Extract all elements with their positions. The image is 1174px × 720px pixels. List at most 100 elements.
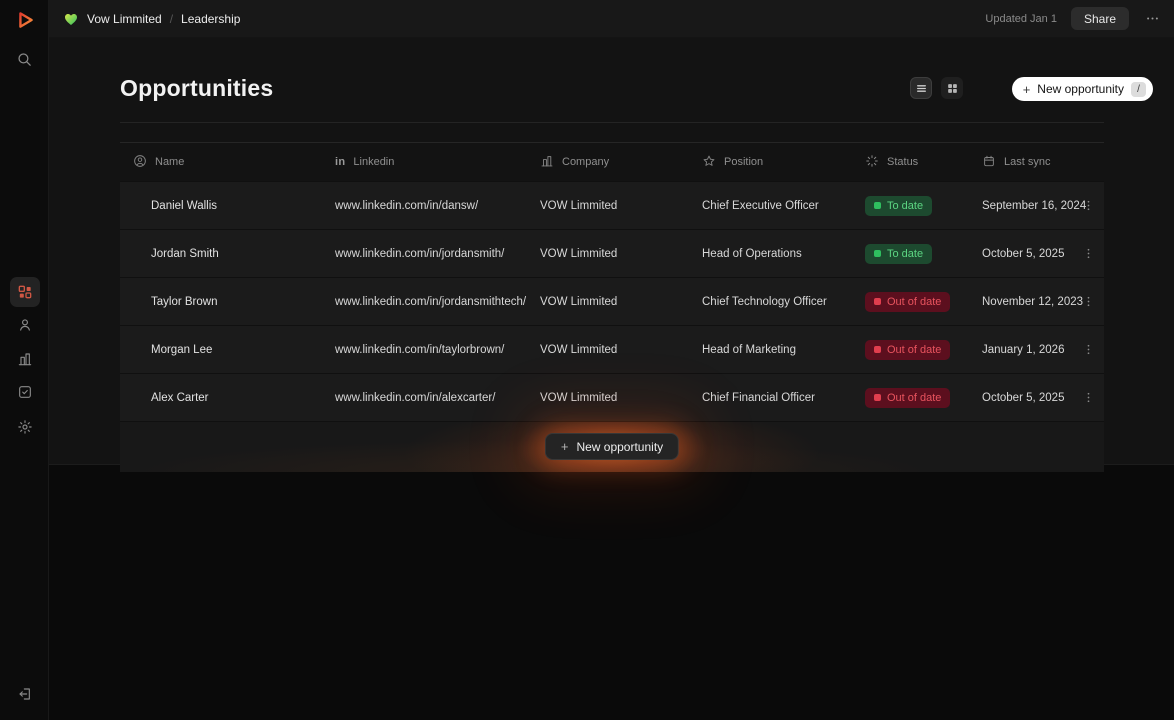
column-label: Name (155, 156, 185, 168)
share-button[interactable]: Share (1070, 7, 1129, 30)
breadcrumb-separator: / (169, 11, 174, 26)
plus-icon: + (560, 439, 569, 454)
cell-company: VOW Limmited (540, 391, 618, 404)
cell-company: VOW Limmited (540, 247, 618, 260)
table-row[interactable]: Jordan Smith www.linkedin.com/in/jordans… (120, 229, 1104, 277)
sidebar-item-settings[interactable] (10, 412, 40, 442)
cell-company: VOW Limmited (540, 199, 618, 212)
cell-linkedin: www.linkedin.com/in/taylorbrown/ (335, 343, 505, 356)
column-label: Company (562, 156, 610, 168)
column-header-name[interactable]: Name (133, 143, 184, 181)
status-badge: Out of date (865, 387, 951, 408)
cell-name: Alex Carter (151, 391, 209, 404)
cell-name: Taylor Brown (151, 295, 218, 308)
column-label: Linkedin (353, 156, 395, 168)
row-menu-icon[interactable] (1078, 230, 1098, 277)
shortcut-key-badge: / (1131, 81, 1146, 97)
table-row[interactable]: Alex Carter www.linkedin.com/in/alexcart… (120, 373, 1104, 421)
cell-linkedin: www.linkedin.com/in/dansw/ (335, 199, 479, 212)
app-logo-icon[interactable] (0, 9, 49, 31)
check-square-icon (17, 384, 33, 400)
updated-timestamp: Updated Jan 1 (985, 12, 1057, 25)
cell-last-sync: September 16, 2024 (982, 199, 1087, 212)
cell-name: Morgan Lee (151, 343, 213, 356)
linkedin-icon: in (335, 156, 346, 168)
cell-name: Jordan Smith (151, 247, 219, 260)
dashboard-grid-icon (17, 284, 33, 300)
column-header-position[interactable]: Position (702, 143, 763, 181)
table-footer: + New opportunity (120, 421, 1104, 472)
topbar: Vow Limmited / Leadership Updated Jan 1 … (49, 0, 1174, 38)
user-circle-icon (133, 154, 147, 171)
sidebar-item-companies[interactable] (10, 344, 40, 374)
cell-last-sync: November 12, 2023 (982, 295, 1084, 308)
status-square-icon (874, 394, 881, 401)
cell-position: Chief Financial Officer (702, 391, 815, 404)
new-opportunity-button[interactable]: + New opportunity / (1011, 77, 1153, 101)
gear-icon (17, 419, 33, 435)
star-icon (702, 154, 716, 171)
page-title: Opportunities (120, 75, 274, 101)
status-square-icon (874, 250, 881, 257)
breadcrumb-page[interactable]: Leadership (181, 11, 241, 26)
sidebar-item-tasks[interactable] (10, 377, 40, 407)
cell-position: Head of Operations (702, 247, 802, 260)
row-menu-icon[interactable] (1078, 278, 1098, 325)
more-options-icon[interactable] (1143, 9, 1162, 28)
status-square-icon (874, 202, 881, 209)
grid-view-icon[interactable] (941, 77, 963, 99)
calendar-icon (982, 154, 996, 171)
status-badge: To date (865, 243, 933, 264)
new-opportunity-label: New opportunity (1037, 82, 1124, 96)
person-icon (17, 317, 33, 333)
cell-linkedin: www.linkedin.com/in/jordansmithtech/ (335, 295, 527, 308)
loader-spinner-icon (865, 154, 879, 171)
row-menu-icon[interactable] (1078, 182, 1098, 229)
plus-icon: + (1022, 81, 1031, 97)
cell-linkedin: www.linkedin.com/in/alexcarter/ (335, 391, 496, 404)
topbar-actions: Updated Jan 1 Share (985, 7, 1162, 30)
view-toggles (910, 77, 963, 99)
footer-new-opportunity-label: New opportunity (576, 439, 664, 454)
buildings-icon (17, 351, 33, 367)
status-badge: To date (865, 195, 933, 216)
table-row[interactable]: Daniel Wallis www.linkedin.com/in/dansw/… (120, 181, 1104, 229)
table-row[interactable]: Taylor Brown www.linkedin.com/in/jordans… (120, 277, 1104, 325)
search-icon[interactable] (10, 44, 40, 74)
breadcrumb-workspace[interactable]: Vow Limmited (87, 11, 162, 26)
column-header-last-sync[interactable]: Last sync (982, 143, 1050, 181)
cell-last-sync: January 1, 2026 (982, 343, 1065, 356)
building-icon (540, 154, 554, 171)
column-label: Last sync (1004, 156, 1051, 168)
column-label: Status (887, 156, 919, 168)
column-header-status[interactable]: Status (865, 143, 918, 181)
footer-new-opportunity-button[interactable]: + New opportunity (544, 433, 680, 460)
breadcrumb: Vow Limmited / Leadership (63, 11, 240, 27)
row-menu-icon[interactable] (1078, 326, 1098, 373)
opportunities-table: Name in Linkedin Company (120, 142, 1104, 472)
status-square-icon (874, 298, 881, 305)
sidebar-item-opportunities[interactable] (9, 277, 40, 307)
cell-company: VOW Limmited (540, 295, 618, 308)
cell-last-sync: October 5, 2025 (982, 247, 1065, 260)
sidebar (0, 0, 49, 720)
table-header: Name in Linkedin Company (120, 142, 1104, 181)
table-row[interactable]: Morgan Lee www.linkedin.com/in/taylorbro… (120, 325, 1104, 373)
logout-icon[interactable] (10, 679, 40, 709)
status-badge: Out of date (865, 291, 951, 312)
row-menu-icon[interactable] (1078, 374, 1098, 421)
status-badge: Out of date (865, 339, 951, 360)
column-header-company[interactable]: Company (540, 143, 609, 181)
main-content: Opportunities + New opportunity / (49, 38, 1174, 472)
cell-linkedin: www.linkedin.com/in/jordansmith/ (335, 247, 505, 260)
list-view-icon[interactable] (910, 77, 932, 99)
divider (120, 122, 1104, 123)
column-header-linkedin[interactable]: in Linkedin (335, 143, 394, 181)
cell-last-sync: October 5, 2025 (982, 391, 1065, 404)
sidebar-item-people[interactable] (10, 310, 40, 340)
column-label: Position (724, 156, 764, 168)
workspace-heart-icon (63, 11, 79, 27)
cell-position: Chief Executive Officer (702, 199, 819, 212)
status-square-icon (874, 346, 881, 353)
